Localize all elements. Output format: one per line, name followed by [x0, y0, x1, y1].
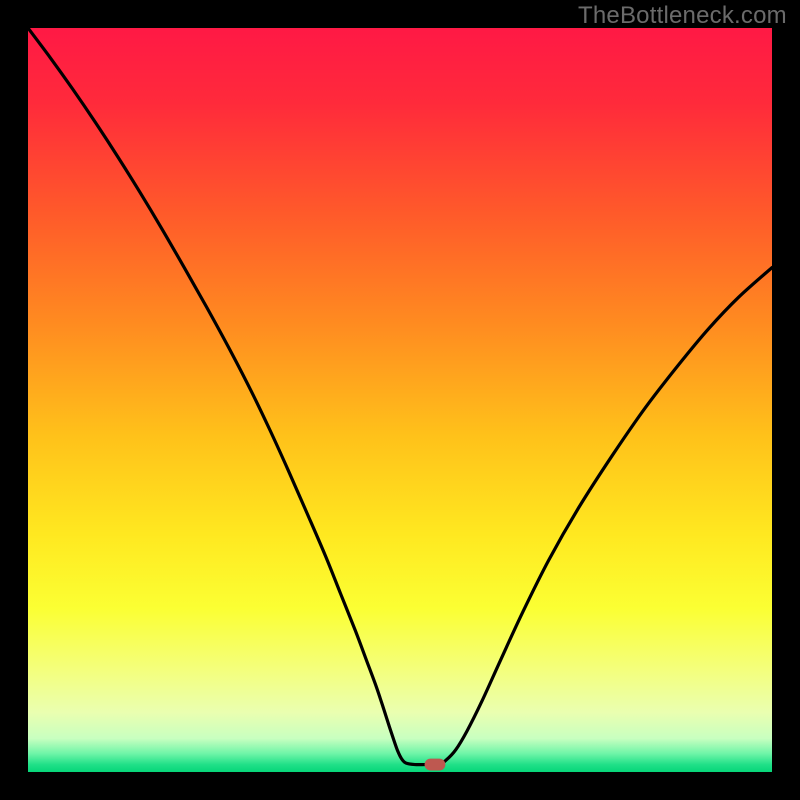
optimal-point-marker: [425, 759, 446, 771]
chart-svg: [28, 28, 772, 772]
gradient-background: [28, 28, 772, 772]
watermark-text: TheBottleneck.com: [578, 2, 787, 30]
plot-area: [28, 28, 772, 772]
